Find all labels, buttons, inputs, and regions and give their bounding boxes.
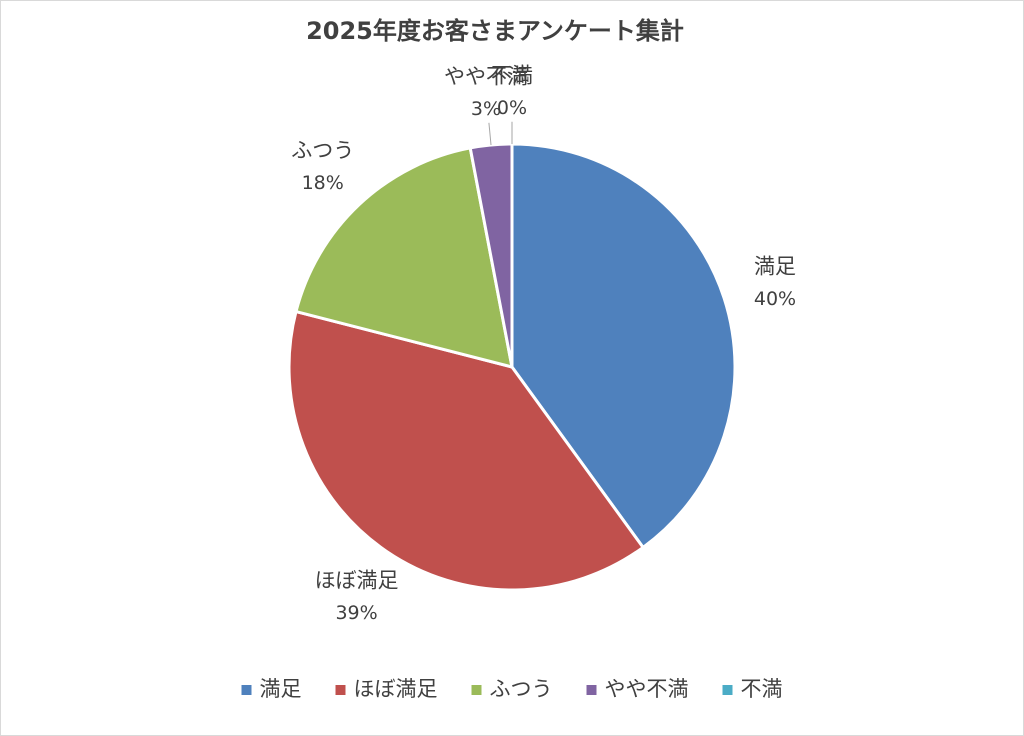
data-label-name: ほぼ満足	[315, 569, 399, 593]
data-label-value: 0%	[497, 97, 527, 119]
legend-swatch	[722, 685, 733, 695]
legend-swatch	[241, 685, 252, 695]
legend-label: やや不満	[605, 677, 689, 701]
legend-label: ほぼ満足	[354, 677, 438, 701]
legend-label: ふつう	[490, 677, 553, 701]
pie-slice	[287, 309, 646, 592]
pie-slice	[294, 146, 514, 370]
data-label-value: 18%	[302, 172, 344, 194]
legend-label: 満足	[260, 677, 302, 701]
data-label-name: ふつう	[291, 138, 354, 162]
legend-label: 不満	[741, 677, 783, 701]
data-label-value: 40%	[754, 288, 796, 310]
data-label-name: 不満	[491, 63, 533, 87]
data-label-name: 満足	[754, 255, 796, 279]
data-label-value: 3%	[471, 98, 501, 120]
legend-swatch	[471, 685, 482, 695]
data-label-name: やや不満	[444, 65, 528, 89]
legend-swatch	[335, 685, 346, 695]
chart-title: 2025年度お客さまアンケート集計	[306, 17, 684, 45]
leader-line	[488, 122, 492, 146]
pie-slice	[510, 142, 737, 550]
legend-swatch	[586, 685, 597, 695]
data-label-value: 39%	[335, 602, 377, 624]
